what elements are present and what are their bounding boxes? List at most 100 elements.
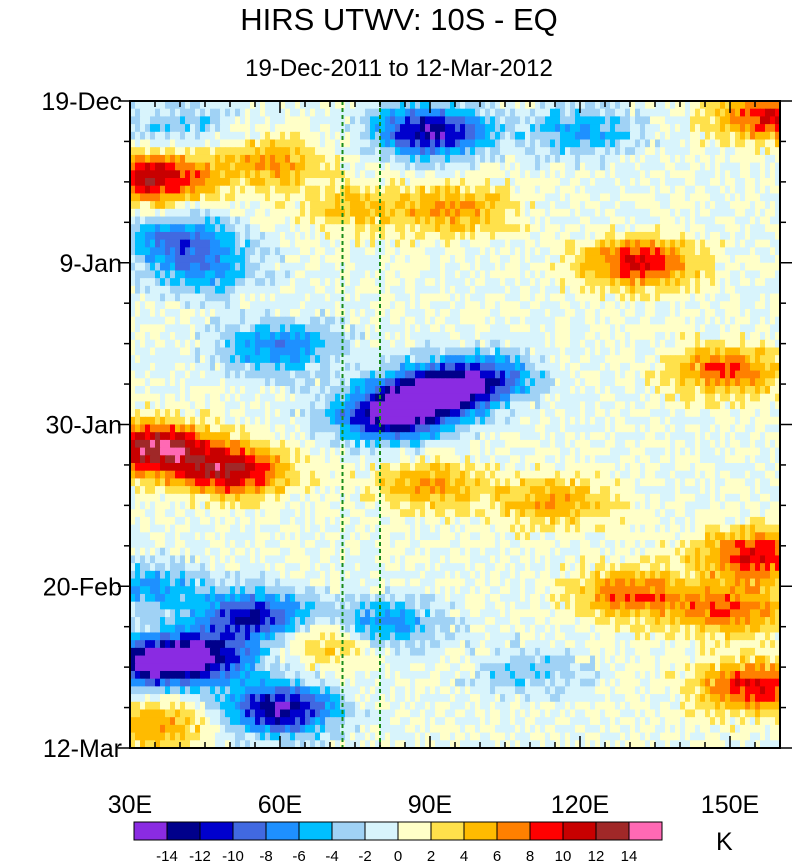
heatmap-cell xyxy=(150,316,156,325)
heatmap-cell xyxy=(770,116,776,125)
heatmap-cell xyxy=(215,116,221,125)
heatmap-cell xyxy=(675,147,681,156)
heatmap-cell xyxy=(370,131,376,141)
heatmap-cell xyxy=(245,224,251,233)
heatmap-cell xyxy=(220,247,226,256)
heatmap-cell xyxy=(560,278,566,287)
heatmap-cell xyxy=(355,178,361,187)
heatmap-cell xyxy=(775,124,781,133)
heatmap-cell xyxy=(300,147,306,156)
heatmap-cell xyxy=(390,378,396,387)
heatmap-cell xyxy=(485,308,491,318)
heatmap-cell xyxy=(750,178,756,187)
heatmap-cell xyxy=(660,131,666,141)
heatmap-cell xyxy=(590,185,596,195)
heatmap-cell xyxy=(675,255,681,264)
heatmap-cell xyxy=(675,124,681,133)
heatmap-cell xyxy=(730,101,736,110)
heatmap-cell xyxy=(495,193,501,202)
heatmap-cell xyxy=(690,285,696,295)
heatmap-cell xyxy=(600,162,606,171)
heatmap-cell xyxy=(630,193,636,202)
heatmap-cell xyxy=(340,270,346,279)
heatmap-cell xyxy=(550,116,556,125)
heatmap-cell xyxy=(315,347,321,356)
heatmap-cell xyxy=(395,124,401,133)
heatmap-cell xyxy=(465,247,471,256)
heatmap-cell xyxy=(470,308,476,318)
heatmap-cell xyxy=(170,231,176,241)
heatmap-cell xyxy=(470,193,476,202)
heatmap-cell xyxy=(520,185,526,195)
heatmap-cell xyxy=(505,147,511,156)
heatmap-cell xyxy=(175,178,181,187)
heatmap-cell xyxy=(690,208,696,218)
heatmap-cell xyxy=(360,170,366,179)
heatmap-cell xyxy=(540,339,546,349)
heatmap-cell xyxy=(545,170,551,179)
heatmap-cell xyxy=(615,147,621,156)
heatmap-cell xyxy=(730,185,736,195)
heatmap-cell xyxy=(715,185,721,195)
heatmap-cell xyxy=(720,262,726,272)
heatmap-cell xyxy=(165,101,171,110)
heatmap-cell xyxy=(165,332,171,341)
heatmap-cell xyxy=(375,370,381,379)
heatmap-cell xyxy=(190,378,196,387)
heatmap-cell xyxy=(730,293,736,302)
heatmap-cell xyxy=(595,147,601,156)
heatmap-cell xyxy=(505,285,511,295)
heatmap-cell xyxy=(595,124,601,133)
heatmap-cell xyxy=(455,124,461,133)
heatmap-cell xyxy=(420,193,426,202)
heatmap-cell xyxy=(625,270,631,279)
heatmap-cell xyxy=(500,208,506,218)
heatmap-cell xyxy=(260,332,266,341)
heatmap-cell xyxy=(325,347,331,356)
heatmap-cell xyxy=(645,301,651,310)
heatmap-cell xyxy=(765,270,771,279)
heatmap-cell xyxy=(750,285,756,295)
heatmap-cell xyxy=(300,270,306,279)
heatmap-cell xyxy=(275,224,281,233)
heatmap-cell xyxy=(380,255,386,264)
heatmap-cell xyxy=(180,332,186,341)
heatmap-cell xyxy=(655,255,661,264)
heatmap-cell xyxy=(490,285,496,295)
heatmap-cell xyxy=(670,332,676,341)
heatmap-cell xyxy=(310,170,316,179)
heatmap-cell xyxy=(595,208,601,218)
heatmap-cell xyxy=(395,316,401,325)
heatmap-cell xyxy=(655,316,661,325)
heatmap-cell xyxy=(620,147,626,156)
heatmap-cell xyxy=(485,108,491,117)
heatmap-cell xyxy=(370,216,376,225)
heatmap-cell xyxy=(510,339,516,349)
heatmap-cell xyxy=(740,124,746,133)
heatmap-cell xyxy=(205,216,211,225)
heatmap-cell xyxy=(705,239,711,248)
heatmap-cell xyxy=(670,316,676,325)
heatmap-cell xyxy=(360,293,366,302)
heatmap-cell xyxy=(400,362,406,372)
heatmap-cell xyxy=(215,178,221,187)
heatmap-cell xyxy=(520,378,526,387)
heatmap-cell xyxy=(465,201,471,210)
heatmap-cell xyxy=(190,262,196,272)
heatmap-cell xyxy=(495,131,501,141)
heatmap-cell xyxy=(695,324,701,333)
heatmap-cell xyxy=(200,178,206,187)
heatmap-cell xyxy=(335,201,341,210)
heatmap-cell xyxy=(160,247,166,256)
heatmap-cell xyxy=(730,316,736,325)
heatmap-cell xyxy=(130,255,136,264)
heatmap-cell xyxy=(725,324,731,333)
heatmap-cell xyxy=(270,316,276,325)
heatmap-cell xyxy=(730,193,736,202)
heatmap-cell xyxy=(565,193,571,202)
heatmap-cell xyxy=(550,324,556,333)
heatmap-cell xyxy=(525,347,531,356)
heatmap-cell xyxy=(365,247,371,256)
heatmap-cell xyxy=(325,108,331,117)
heatmap-cell xyxy=(615,131,621,141)
